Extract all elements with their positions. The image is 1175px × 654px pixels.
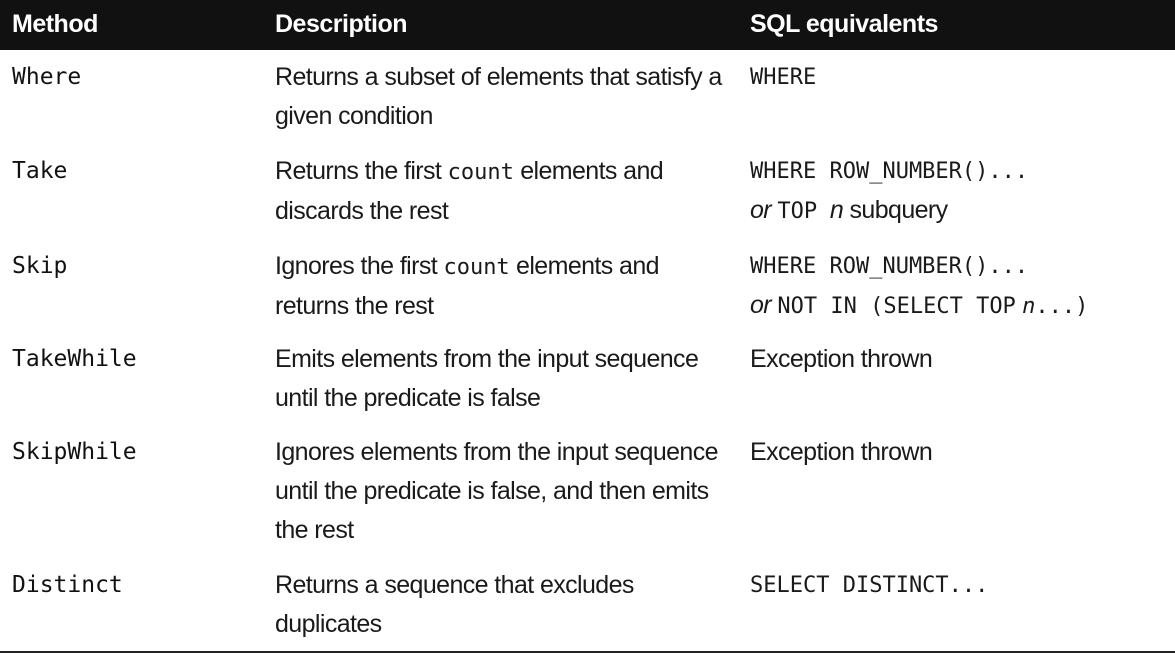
method-cell: Distinct <box>12 572 123 598</box>
sql-line: Exception thrown <box>750 438 933 466</box>
description-cell: Returns the first count elements and dis… <box>275 152 725 231</box>
sql-cell: Exception thrown <box>750 433 1170 472</box>
description-line: Ignores elements from the input sequence <box>275 438 719 466</box>
sql-line: Exception thrown <box>750 345 933 373</box>
sql-code: TOP <box>777 199 818 224</box>
description-cell: Emits elements from the input sequence u… <box>275 340 725 418</box>
sql-line: or NOT IN (SELECT TOP n...) <box>750 286 1170 326</box>
sql-cell: WHERE <box>750 58 1170 97</box>
description-code: count <box>447 160 514 185</box>
description-line: duplicates <box>275 610 382 638</box>
header-method: Method <box>12 10 98 38</box>
sql-line: WHERE ROW_NUMBER()... <box>750 159 1029 184</box>
description-line: discards the rest <box>275 197 449 225</box>
description-code: count <box>443 255 510 280</box>
description-line: Returns the first count elements and <box>275 152 725 192</box>
description-line: the rest <box>275 516 354 544</box>
table-header: Method Description SQL equivalents <box>0 0 1175 50</box>
description-line: returns the rest <box>275 292 434 320</box>
sql-code: NOT IN (SELECT TOP <box>777 294 1016 319</box>
sql-line: WHERE ROW_NUMBER()... <box>750 254 1029 279</box>
description-line: Returns a subset of elements that satisf… <box>275 63 722 91</box>
header-sql: SQL equivalents <box>750 10 938 38</box>
sql-line: SELECT DISTINCT... <box>750 573 989 598</box>
description-text: Returns the first <box>275 157 448 185</box>
description-text: Ignores the first <box>275 252 444 280</box>
description-line: Emits elements from the input sequence <box>275 345 699 373</box>
sql-code: ...) <box>1035 294 1089 319</box>
sql-cell: WHERE ROW_NUMBER()... or TOP n subquery <box>750 152 1170 231</box>
description-text: elements and <box>509 252 660 280</box>
sql-line: or TOP n subquery <box>750 191 1170 231</box>
description-cell: Ignores the first count elements and ret… <box>275 247 725 326</box>
method-cell: Skip <box>12 253 68 279</box>
description-cell: Returns a subset of elements that satisf… <box>275 58 725 136</box>
description-cell: Ignores elements from the input sequence… <box>275 433 725 550</box>
header-description: Description <box>275 10 408 38</box>
description-cell: Returns a sequence that excludes duplica… <box>275 566 725 644</box>
method-cell: TakeWhile <box>12 346 137 372</box>
sql-cell: SELECT DISTINCT... <box>750 566 1170 605</box>
sql-or: or <box>750 196 772 224</box>
sql-or: or <box>750 291 772 319</box>
method-cell: Take <box>12 158 68 184</box>
sql-line: WHERE <box>750 65 817 90</box>
sql-cell: WHERE ROW_NUMBER()... or NOT IN (SELECT … <box>750 247 1170 326</box>
method-cell: SkipWhile <box>12 439 137 465</box>
description-line: given condition <box>275 102 433 130</box>
sql-cell: Exception thrown <box>750 340 1170 379</box>
sql-text: subquery <box>849 196 949 224</box>
method-cell: Where <box>12 64 82 90</box>
bottom-rule <box>0 651 1175 653</box>
sql-n: n <box>1022 294 1036 319</box>
description-line: until the predicate is false <box>275 384 541 412</box>
description-line: Returns a sequence that excludes <box>275 571 634 599</box>
description-line: until the predicate is false, and then e… <box>275 477 709 505</box>
description-text: elements and <box>513 157 664 185</box>
sql-n: n <box>829 196 844 224</box>
description-line: Ignores the first count elements and <box>275 247 725 287</box>
